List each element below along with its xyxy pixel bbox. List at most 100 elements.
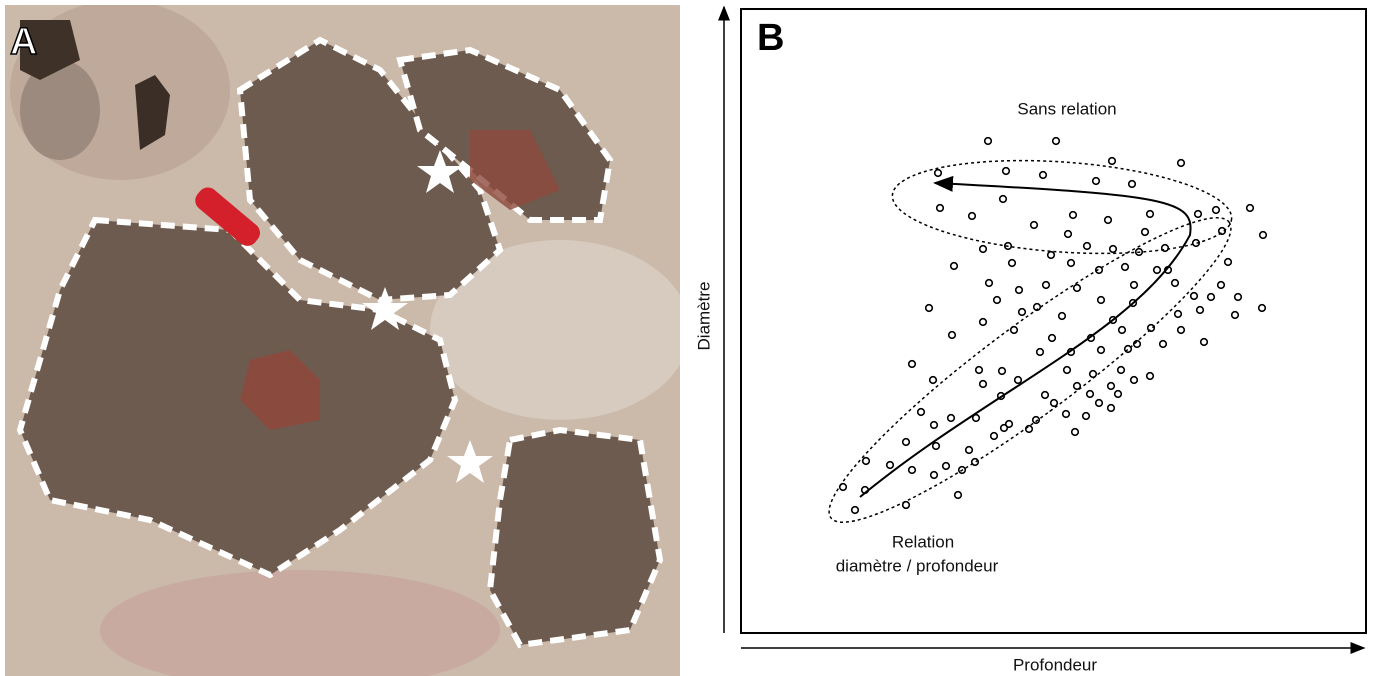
point [1148, 325, 1155, 332]
point [973, 415, 980, 422]
annotation: Sans relation [1017, 99, 1116, 118]
point [1147, 211, 1154, 218]
point [1074, 285, 1081, 292]
point [1131, 377, 1138, 384]
point [1031, 222, 1038, 229]
point [1213, 207, 1220, 214]
point [948, 415, 955, 422]
point [933, 443, 940, 450]
point [1134, 341, 1141, 348]
point [935, 170, 942, 177]
point [931, 472, 938, 479]
point [1019, 309, 1026, 316]
point [1016, 287, 1023, 294]
point [1175, 311, 1182, 318]
point [1096, 400, 1103, 407]
point [1195, 211, 1202, 218]
point [943, 463, 950, 470]
point [1208, 294, 1215, 301]
point [852, 507, 859, 514]
point [994, 297, 1001, 304]
point [1110, 246, 1117, 253]
point [986, 280, 993, 287]
point [1015, 377, 1022, 384]
point [1037, 349, 1044, 356]
schematic: B Diamètre Profondeur Sans relation Rela… [694, 7, 1366, 674]
point [1235, 294, 1242, 301]
annotation: diamètre / profondeur [836, 556, 999, 575]
point [1247, 205, 1254, 212]
point [1201, 339, 1208, 346]
point [840, 484, 847, 491]
point [969, 213, 976, 220]
point [1172, 280, 1179, 287]
point [937, 205, 944, 212]
point [1093, 178, 1100, 185]
point [1147, 373, 1154, 380]
x-axis-label: Profondeur [1013, 655, 1097, 674]
point [1009, 260, 1016, 267]
point [1087, 391, 1094, 398]
point [1063, 411, 1070, 418]
point [1259, 305, 1266, 312]
point [1197, 307, 1204, 314]
point [1119, 327, 1126, 334]
point [1072, 429, 1079, 436]
photo: A [5, 0, 690, 676]
point [1109, 158, 1116, 165]
point [980, 246, 987, 253]
y-axis-label: Diamètre [694, 282, 713, 351]
point [985, 138, 992, 145]
figure: A B Diamètre Profondeur Sans relation Re… [0, 0, 1375, 676]
point [966, 447, 973, 454]
point [903, 439, 910, 446]
point [1108, 405, 1115, 412]
point [909, 467, 916, 474]
panel-label: B [757, 17, 784, 59]
point [972, 459, 979, 466]
point [1053, 138, 1060, 145]
point [930, 377, 937, 384]
annotation: Relation [892, 532, 954, 551]
point [1011, 327, 1018, 334]
point [1154, 267, 1161, 274]
point [949, 332, 956, 339]
point [1218, 282, 1225, 289]
point [1090, 371, 1097, 378]
point [1049, 335, 1056, 342]
point [999, 368, 1006, 375]
point [1108, 383, 1115, 390]
point [918, 409, 925, 416]
point [1064, 367, 1071, 374]
point [1178, 327, 1185, 334]
point [1105, 217, 1112, 224]
point [1070, 212, 1077, 219]
panel-label: A [10, 21, 37, 63]
point [1142, 229, 1149, 236]
point [1118, 367, 1125, 374]
point [1003, 168, 1010, 175]
point [1042, 392, 1049, 399]
point [1074, 383, 1081, 390]
point [909, 361, 916, 368]
point [1098, 297, 1105, 304]
point [951, 263, 958, 270]
point [1026, 426, 1033, 433]
point [1000, 196, 1007, 203]
point [1162, 245, 1169, 252]
point [1043, 282, 1050, 289]
point [1048, 252, 1055, 259]
point [1178, 160, 1185, 167]
point [863, 458, 870, 465]
point [1232, 312, 1239, 319]
point [1065, 231, 1072, 238]
point [1068, 260, 1075, 267]
point [1084, 243, 1091, 250]
point [926, 305, 933, 312]
point [991, 433, 998, 440]
point [955, 492, 962, 499]
point [903, 502, 910, 509]
point [1129, 181, 1136, 188]
point [1125, 346, 1132, 353]
point [976, 367, 983, 374]
